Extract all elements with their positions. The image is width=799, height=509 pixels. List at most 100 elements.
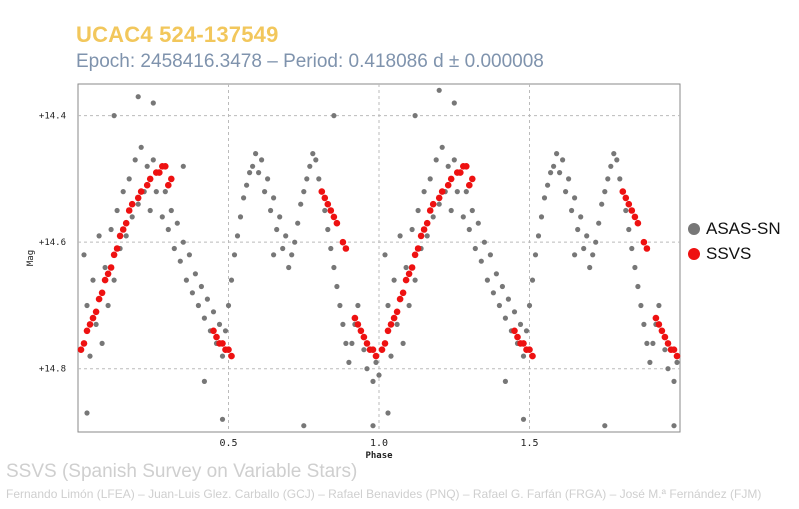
asas-sn-point xyxy=(250,163,256,169)
asas-sn-point xyxy=(517,321,524,327)
asas-sn-point xyxy=(81,252,87,258)
asas-sn-point xyxy=(463,189,469,195)
asas-sn-point xyxy=(129,214,135,220)
x-tick-label: 1.0 xyxy=(370,438,388,449)
asas-sn-point xyxy=(225,302,232,309)
ssvs-point xyxy=(228,352,235,360)
ssvs-point xyxy=(101,276,109,284)
asas-sn-point xyxy=(605,176,611,182)
asas-sn-point xyxy=(159,214,165,220)
ssvs-point xyxy=(219,340,226,347)
ssvs-point xyxy=(444,181,452,189)
asas-sn-point xyxy=(162,189,168,195)
asas-sn-point xyxy=(532,252,539,258)
asas-sn-point xyxy=(466,226,472,233)
asas-sn-point xyxy=(671,378,677,384)
asas-sn-point xyxy=(111,113,117,119)
asas-sn-point xyxy=(96,233,102,239)
asas-sn-point xyxy=(313,157,319,163)
asas-sn-point xyxy=(572,252,578,258)
asas-sn-point xyxy=(301,423,307,429)
ssvs-point xyxy=(463,163,470,170)
asas-sn-point xyxy=(511,309,518,315)
asas-sn-point xyxy=(286,264,292,271)
ssvs-point xyxy=(225,346,232,354)
ssvs-point xyxy=(381,340,389,347)
footer-credits: Fernando Limón (LFEA) – Juan-Luis Glez. … xyxy=(6,487,762,501)
ssvs-point xyxy=(92,308,100,316)
asas-sn-point xyxy=(126,176,132,182)
asas-sn-point xyxy=(135,201,141,207)
asas-sn-point xyxy=(168,207,174,214)
ssvs-point xyxy=(321,194,329,202)
ssvs-point xyxy=(429,200,437,208)
ssvs-point xyxy=(622,194,630,202)
asas-sn-point xyxy=(192,271,198,277)
asas-sn-point xyxy=(391,277,397,283)
asas-sn-point xyxy=(370,423,376,429)
ssvs-point xyxy=(655,321,663,328)
ssvs-point xyxy=(137,188,145,195)
data-points xyxy=(77,87,681,429)
ssvs-point xyxy=(98,289,106,297)
asas-sn-point xyxy=(138,144,144,150)
legend-item[interactable]: ASAS-SN xyxy=(688,216,781,241)
asas-sn-point xyxy=(87,353,93,359)
asas-sn-point xyxy=(247,170,253,176)
asas-sn-point xyxy=(123,233,129,239)
ssvs-point xyxy=(83,327,91,335)
asas-sn-point xyxy=(93,321,99,327)
asas-sn-point xyxy=(355,302,361,309)
asas-sn-point xyxy=(343,340,349,346)
ssvs-point xyxy=(339,238,347,246)
asas-sn-point xyxy=(400,340,406,346)
asas-sn-point xyxy=(283,233,289,239)
ssvs-point xyxy=(125,207,133,214)
asas-sn-point xyxy=(111,277,117,283)
asas-sn-point xyxy=(165,226,171,233)
asas-sn-point xyxy=(611,151,617,157)
asas-sn-point xyxy=(635,283,641,290)
ssvs-point xyxy=(86,321,94,328)
asas-sn-point xyxy=(84,302,90,309)
asas-sn-point xyxy=(177,258,183,264)
ssvs-point xyxy=(408,264,416,271)
ssvs-point xyxy=(457,169,464,176)
asas-sn-point xyxy=(183,277,189,283)
asas-sn-point xyxy=(424,233,430,239)
asas-sn-point xyxy=(307,163,313,169)
ssvs-point xyxy=(89,314,97,322)
ssvs-point xyxy=(390,314,398,322)
ssvs-point xyxy=(640,238,648,246)
asas-sn-point xyxy=(433,157,439,163)
ssvs-point xyxy=(143,181,151,189)
asas-sn-point xyxy=(331,264,337,271)
ssvs-point xyxy=(357,327,365,335)
asas-sn-point xyxy=(557,170,563,176)
x-tick-label: 1.5 xyxy=(520,438,538,449)
y-tick-label: +14.4 xyxy=(39,112,66,122)
ssvs-point xyxy=(113,245,121,252)
asas-sn-point xyxy=(445,163,451,169)
asas-sn-point xyxy=(454,189,460,195)
asas-sn-point xyxy=(105,302,111,309)
asas-sn-point xyxy=(593,239,599,245)
x-axis-label: Phase xyxy=(365,451,393,461)
asas-sn-point xyxy=(382,252,388,258)
legend-marker-icon xyxy=(688,222,700,235)
asas-sn-point xyxy=(189,290,195,296)
asas-sn-point xyxy=(629,245,635,252)
legend-item[interactable]: SSVS xyxy=(688,241,781,266)
ssvs-point xyxy=(658,327,666,335)
asas-sn-point xyxy=(180,239,186,245)
ssvs-point xyxy=(631,213,639,221)
asas-sn-point xyxy=(153,189,159,195)
asas-sn-point xyxy=(487,252,493,258)
asas-sn-point xyxy=(259,157,265,163)
y-tick-label: +14.8 xyxy=(39,365,66,375)
asas-sn-point xyxy=(406,302,412,309)
asas-sn-point xyxy=(316,176,322,182)
ssvs-point xyxy=(165,181,172,189)
ssvs-point xyxy=(466,181,473,189)
asas-sn-point xyxy=(632,264,638,271)
